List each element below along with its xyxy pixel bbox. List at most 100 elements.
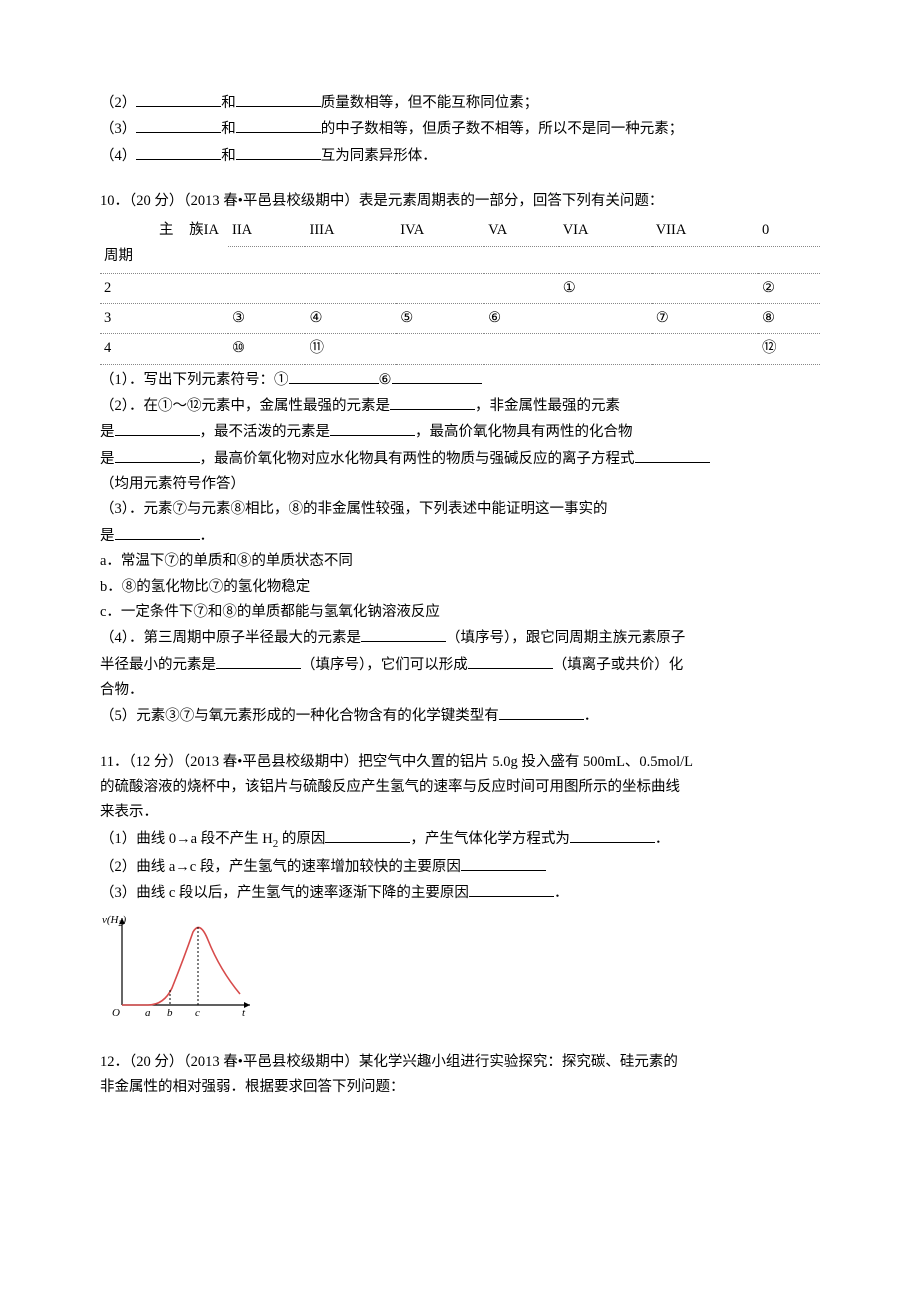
q10-option-c: c．一定条件下⑦和⑧的单质都能与氢氧化钠溶液反应: [100, 600, 820, 625]
period-cell: 2: [100, 273, 228, 303]
blank-field[interactable]: [499, 703, 584, 720]
group-VA: VA: [484, 216, 559, 246]
blank-field[interactable]: [136, 116, 221, 133]
element-cell: ④: [305, 304, 396, 334]
group-VIIA: VIIA: [652, 216, 758, 246]
blank-field[interactable]: [136, 143, 221, 160]
blank-field[interactable]: [236, 90, 321, 107]
blank-field[interactable]: [330, 419, 415, 436]
group-IIA: IIA: [228, 216, 305, 246]
blank-field[interactable]: [236, 143, 321, 160]
blank-field[interactable]: [461, 854, 546, 871]
q10-part-5: （5）元素③⑦与氧元素形成的一种化合物含有的化学键类型有．: [100, 703, 820, 729]
element-cell: ⑫: [758, 334, 820, 364]
text: ⑥: [379, 372, 392, 388]
group-VIA: VIA: [559, 216, 652, 246]
q11-part-2: （2）曲线 a→c 段，产生氢气的速率增加较快的主要原因: [100, 854, 820, 880]
periodic-table: 主 族IA 周期 IIA IIIA IVA VA VIA VIIA 0 2 ① …: [100, 216, 820, 365]
element-cell: [652, 273, 758, 303]
header-corner-cell: 主 族IA 周期: [100, 216, 228, 273]
group-IIIA: IIIA: [305, 216, 396, 246]
text: （填离子或共价）化: [553, 657, 684, 673]
text: （填序号），跟它同周期主族元素原子: [446, 630, 685, 646]
q10-option-a: a．常温下⑦的单质和⑧的单质状态不同: [100, 549, 820, 574]
x-label-c: c: [195, 1007, 200, 1019]
text: （1）曲线 0→a 段不产生 H: [100, 831, 273, 847]
blank-field[interactable]: [115, 446, 200, 463]
blank-field[interactable]: [236, 116, 321, 133]
text: （1）．写出下列元素符号：①: [100, 372, 289, 388]
question-10: 10．（20 分）（2013 春•平邑县校级期中）表是元素周期表的一部分，回答下…: [100, 189, 820, 730]
q10-part-3: （3）．元素⑦与元素⑧相比，⑧的非金属性较强，下列表述中能证明这一事实的 是．: [100, 497, 820, 549]
element-cell: [305, 273, 396, 303]
blank-field[interactable]: [325, 826, 410, 843]
period-cell: 3: [100, 304, 228, 334]
element-cell: [559, 334, 652, 364]
text: ．: [554, 885, 569, 901]
text: ．: [655, 831, 670, 847]
text: （4）．第三周期中原子半径最大的元素是: [100, 630, 361, 646]
element-cell: [228, 273, 305, 303]
header-group-label: 族: [189, 222, 204, 238]
text: 是: [100, 424, 115, 440]
y-axis-label: v(H2): [102, 914, 127, 928]
element-cell: ⑪: [305, 334, 396, 364]
table-row: 4 ⑩ ⑪ ⑫: [100, 334, 820, 364]
element-cell: ③: [228, 304, 305, 334]
element-cell: ⑩: [228, 334, 305, 364]
element-cell: ⑧: [758, 304, 820, 334]
group-0: 0: [758, 216, 820, 246]
question-11: 11．（12 分）（2013 春•平邑县校级期中）把空气中久置的铝片 5.0g …: [100, 750, 820, 1030]
text: 是: [100, 528, 115, 544]
element-cell: ⑦: [652, 304, 758, 334]
blank-field[interactable]: [392, 367, 482, 384]
text: ．: [200, 528, 215, 544]
blank-field[interactable]: [216, 652, 301, 669]
blank-field[interactable]: [115, 523, 200, 540]
text: （2）．在①～⑫元素中，金属性最强的元素是: [100, 398, 390, 414]
x-label-b: b: [167, 1007, 173, 1019]
blank-field[interactable]: [361, 625, 446, 642]
q9-line-4: （4）和互为同素异形体．: [100, 143, 820, 169]
element-cell: [559, 304, 652, 334]
element-cell: [396, 334, 484, 364]
element-cell: [484, 273, 559, 303]
blank-field[interactable]: [390, 393, 475, 410]
q10-part-4: （4）．第三周期中原子半径最大的元素是（填序号），跟它同周期主族元素原子 半径最…: [100, 625, 820, 703]
text: ，产生气体化学方程式为: [410, 831, 570, 847]
blank-field[interactable]: [570, 826, 655, 843]
blank-field[interactable]: [289, 367, 379, 384]
q9-l4-tail: 互为同素异形体．: [321, 148, 437, 164]
q9-l3-conj: 和: [221, 121, 236, 137]
text: ，最高价氧化物具有两性的化合物: [415, 424, 633, 440]
blank-field[interactable]: [136, 90, 221, 107]
blank-field[interactable]: [635, 446, 710, 463]
q9-l2-conj: 和: [221, 95, 236, 111]
q9-l3-tail: 的中子数相等，但质子数不相等，所以不是同一种元素；: [321, 121, 684, 137]
blank-field[interactable]: [115, 419, 200, 436]
question-12: 12．（20 分）（2013 春•平邑县校级期中）某化学兴趣小组进行实验探究：探…: [100, 1050, 820, 1101]
header-period-label: 周期: [104, 248, 133, 264]
text: ，最高价氧化物对应水化物具有两性的物质与强碱反应的离子方程式: [200, 451, 635, 467]
table-row: 2 ① ②: [100, 273, 820, 303]
rate-time-chart: v(H2) O a b c t: [100, 910, 255, 1020]
rate-curve: [122, 928, 240, 1006]
text: 合物．: [100, 682, 144, 698]
q11-intro-line-1: 11．（12 分）（2013 春•平邑县校级期中）把空气中久置的铝片 5.0g …: [100, 750, 820, 775]
table-row: 3 ③ ④ ⑤ ⑥ ⑦ ⑧: [100, 304, 820, 334]
q12-line-2: 非金属性的相对强弱．根据要求回答下列问题：: [100, 1075, 820, 1100]
text: （2）曲线 a→c 段，产生氢气的速率增加较快的主要原因: [100, 859, 461, 875]
q10-option-b: b．⑧的氢化物比⑦的氢化物稳定: [100, 575, 820, 600]
element-cell: [396, 273, 484, 303]
text: （5）元素③⑦与氧元素形成的一种化合物含有的化学键类型有: [100, 708, 499, 724]
blank-field[interactable]: [469, 880, 554, 897]
x-label-t: t: [242, 1007, 246, 1019]
text: 的原因: [278, 831, 325, 847]
q10-part-1: （1）．写出下列元素符号：① ⑥: [100, 367, 820, 393]
text: （填序号），它们可以形成: [301, 657, 468, 673]
element-cell: ①: [559, 273, 652, 303]
blank-field[interactable]: [468, 652, 553, 669]
element-cell: ⑥: [484, 304, 559, 334]
q11-intro-line-2: 的硫酸溶液的烧杯中，该铝片与硫酸反应产生氢气的速率与反应时间可用图所示的坐标曲线: [100, 775, 820, 800]
element-cell: ⑤: [396, 304, 484, 334]
